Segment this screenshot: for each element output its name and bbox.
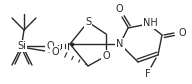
Text: O: O xyxy=(51,47,59,57)
Text: NH: NH xyxy=(143,18,157,28)
Text: O: O xyxy=(46,41,54,51)
Text: F: F xyxy=(145,69,151,79)
Text: S: S xyxy=(85,17,91,27)
Text: O: O xyxy=(102,51,110,61)
Text: O: O xyxy=(115,4,123,14)
Text: N: N xyxy=(116,39,124,49)
Text: Si: Si xyxy=(17,41,26,51)
Text: O: O xyxy=(178,28,186,38)
